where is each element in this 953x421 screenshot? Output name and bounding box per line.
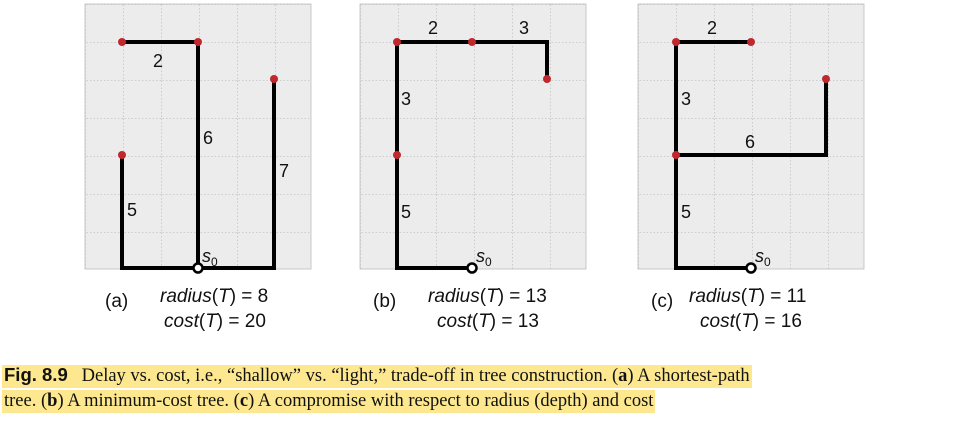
edge-label-a-2: 6 bbox=[203, 128, 213, 148]
tree-c-edge-branch bbox=[674, 77, 828, 157]
tree-b-source-node bbox=[466, 262, 478, 274]
panel-a-radius: radius(T) = 8 bbox=[160, 286, 268, 307]
panel-c-cost: cost(T) = 16 bbox=[700, 311, 802, 332]
edge-label-a-3: 7 bbox=[279, 161, 289, 181]
source-label-c: s0 bbox=[755, 246, 771, 269]
edge-label-c-2: 3 bbox=[681, 89, 691, 109]
edge-label-c-1: 2 bbox=[707, 18, 717, 38]
panel-c-label: (c) bbox=[651, 291, 673, 312]
panel-b: 2 3 3 5 s0 (b) radius(T) = 13 cost(T) = … bbox=[359, 3, 587, 332]
source-label-b: s0 bbox=[476, 246, 492, 269]
panel-a-cost: cost(T) = 20 bbox=[164, 311, 266, 332]
panel-a-label: (a) bbox=[105, 291, 128, 312]
edge-label-b-3: 3 bbox=[401, 89, 411, 109]
tree-b-node bbox=[543, 75, 551, 83]
tree-a-node bbox=[118, 38, 126, 46]
caption-letter-c: c bbox=[239, 391, 249, 411]
edge-label-c-3: 6 bbox=[745, 132, 755, 152]
caption-fig-number: Fig. 8.9 bbox=[4, 364, 68, 385]
caption-text-5: ) A compromise with respect to radius (d… bbox=[248, 391, 654, 411]
tree-b-node bbox=[393, 38, 401, 46]
edge-label-b-4: 5 bbox=[401, 202, 411, 222]
caption-letter-b: b bbox=[47, 391, 58, 411]
caption-text-1: Delay vs. cost, i.e., “shallow” vs. “lig… bbox=[81, 366, 619, 386]
caption-text-3: tree. ( bbox=[4, 391, 48, 411]
tree-a-node bbox=[118, 151, 126, 159]
tree-a-source-node bbox=[192, 262, 204, 274]
tree-a-node bbox=[194, 38, 202, 46]
caption-letter-a: a bbox=[618, 366, 628, 386]
edge-label-b-1: 2 bbox=[428, 18, 438, 38]
panel-b-label: (b) bbox=[373, 291, 396, 312]
panel-b-cost: cost(T) = 13 bbox=[437, 311, 539, 332]
edge-label-c-4: 5 bbox=[681, 202, 691, 222]
figure-panels: 2 6 7 5 s0 (a) radius(T) = 8 cost(T) = 2… bbox=[84, 3, 865, 332]
tree-b-node bbox=[468, 38, 476, 46]
caption-text-4: ) A minimum-cost tree. ( bbox=[57, 391, 240, 411]
caption-highlight: Fig. 8.9 Delay vs. cost, i.e., “shallow”… bbox=[2, 364, 752, 413]
panel-b-radius: radius(T) = 13 bbox=[428, 286, 547, 307]
edge-label-b-2: 3 bbox=[519, 18, 529, 38]
tree-c-node bbox=[747, 38, 755, 46]
edge-label-a-4: 5 bbox=[127, 200, 137, 220]
tree-c-source-node bbox=[745, 262, 757, 274]
tree-b-node bbox=[393, 151, 401, 159]
figure-caption: Fig. 8.9 Delay vs. cost, i.e., “shallow”… bbox=[2, 362, 948, 414]
panel-a: 2 6 7 5 s0 (a) radius(T) = 8 cost(T) = 2… bbox=[84, 3, 312, 332]
tree-c-node bbox=[822, 75, 830, 83]
edge-label-a-1: 2 bbox=[153, 51, 163, 71]
panel-c-radius: radius(T) = 11 bbox=[689, 286, 806, 307]
tree-c-node bbox=[672, 151, 680, 159]
tree-a-node bbox=[270, 75, 278, 83]
caption-text-2: ) A shortest-path bbox=[627, 366, 750, 386]
source-label-a: s0 bbox=[202, 246, 218, 269]
tree-c-node bbox=[672, 38, 680, 46]
panel-c: 2 3 6 5 s0 (c) radius(T) = 11 cost(T) = … bbox=[637, 3, 865, 332]
